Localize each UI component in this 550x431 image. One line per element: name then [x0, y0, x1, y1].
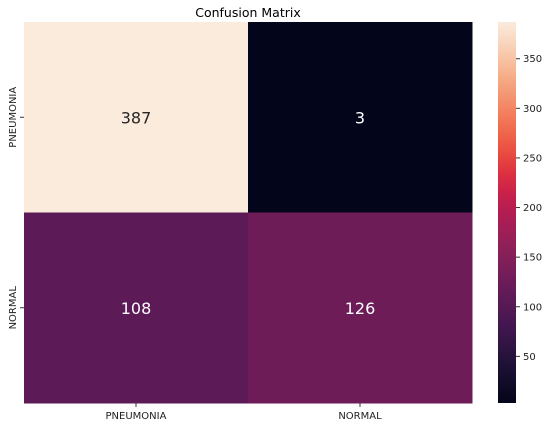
- heatmap-cell: [24, 212, 249, 404]
- colorbar-tick-label: 100: [523, 302, 542, 313]
- heatmap-cell: [248, 212, 473, 404]
- colorbar-tick-label: 350: [523, 54, 542, 65]
- colorbar: 50 100 150 200 250 300 350: [498, 22, 542, 403]
- heatmap-cell: [24, 22, 249, 213]
- x-tick-label: PNEUMONIA: [106, 411, 167, 422]
- heatmap-axes: PNEUMONIA NORMAL PNEUMONIA NORMAL: [8, 87, 382, 422]
- heatmap-cell: [248, 22, 473, 213]
- x-tick-label: NORMAL: [338, 411, 382, 422]
- heatmap-cells: 387 3 108 126: [24, 22, 473, 404]
- colorbar-gradient: [498, 22, 516, 403]
- colorbar-tick-label: 50: [523, 352, 536, 363]
- cell-value-label: 108: [121, 299, 152, 318]
- cell-value-label: 126: [345, 299, 376, 318]
- y-tick-label: PNEUMONIA: [8, 87, 19, 148]
- chart-title: Confusion Matrix: [195, 5, 301, 20]
- colorbar-tick-label: 200: [523, 203, 542, 214]
- colorbar-tick-label: 150: [523, 253, 542, 264]
- colorbar-tick-label: 300: [523, 104, 542, 115]
- cell-value-label: 3: [355, 108, 365, 127]
- y-tick-label: NORMAL: [8, 286, 19, 330]
- cell-value-label: 387: [121, 108, 152, 127]
- colorbar-tick-label: 250: [523, 153, 542, 164]
